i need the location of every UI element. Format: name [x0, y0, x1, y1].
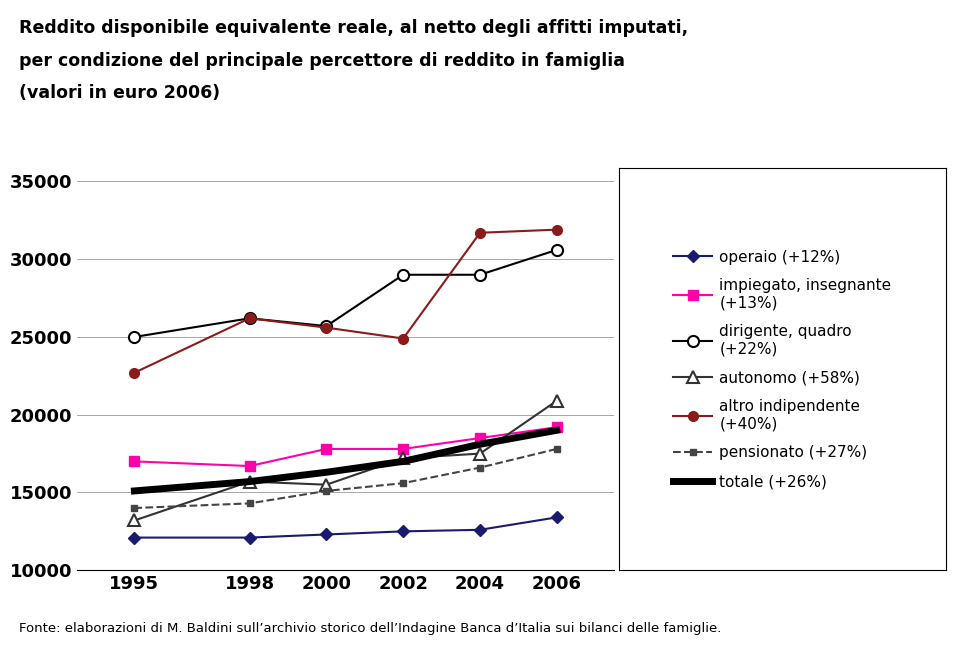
- Text: per condizione del principale percettore di reddito in famiglia: per condizione del principale percettore…: [19, 52, 625, 70]
- Text: Fonte: elaborazioni di M. Baldini sull’archivio storico dell’Indagine Banca d’It: Fonte: elaborazioni di M. Baldini sull’a…: [19, 622, 722, 635]
- Text: (valori in euro 2006): (valori in euro 2006): [19, 84, 221, 102]
- Text: Reddito disponibile equivalente reale, al netto degli affitti imputati,: Reddito disponibile equivalente reale, a…: [19, 19, 688, 38]
- Legend: operaio (+12%), impiegato, insegnante
(+13%), dirigente, quadro
(+22%), autonomo: operaio (+12%), impiegato, insegnante (+…: [666, 242, 899, 497]
